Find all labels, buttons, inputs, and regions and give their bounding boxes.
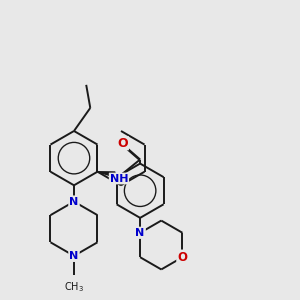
Text: N: N: [69, 251, 79, 261]
Text: N: N: [69, 196, 79, 207]
Text: CH$_3$: CH$_3$: [64, 280, 84, 294]
Text: O: O: [177, 251, 188, 264]
Polygon shape: [98, 172, 115, 177]
Text: NH: NH: [110, 173, 128, 184]
Text: N: N: [136, 228, 145, 238]
Text: O: O: [118, 137, 128, 150]
